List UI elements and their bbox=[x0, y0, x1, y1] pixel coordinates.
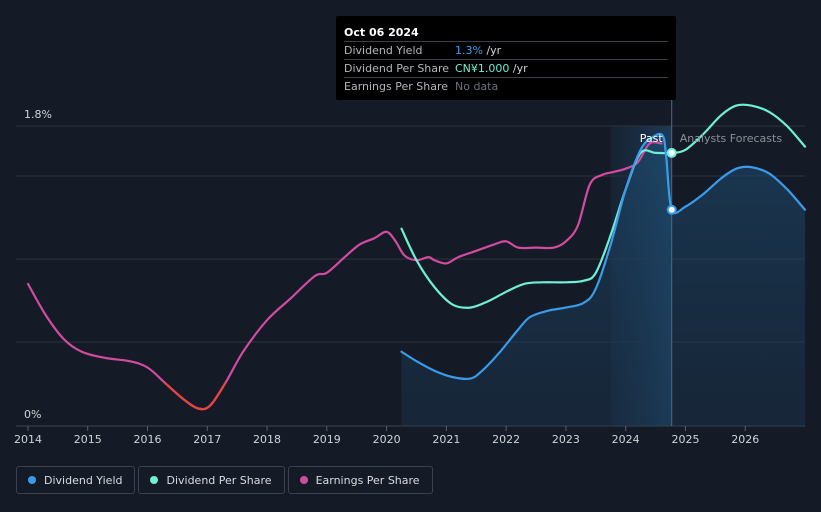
tooltip-row-dividend-yield: Dividend Yield 1.3% /yr bbox=[344, 41, 668, 59]
x-tick-label: 2014 bbox=[14, 433, 42, 446]
tooltip-row-dividend-per-share: Dividend Per Share CN¥1.000 /yr bbox=[344, 59, 668, 77]
dividend-per-share-line bbox=[400, 103, 807, 309]
x-tick-label: 2016 bbox=[134, 433, 162, 446]
x-tick-label: 2019 bbox=[313, 433, 341, 446]
tooltip-unit: /yr bbox=[509, 62, 528, 75]
legend-label: Dividend Per Share bbox=[166, 473, 272, 487]
x-tick-label: 2018 bbox=[253, 433, 281, 446]
legend: Dividend Yield Dividend Per Share Earnin… bbox=[16, 466, 433, 494]
tooltip-value: No data bbox=[455, 80, 499, 93]
dividend-yield-marker bbox=[666, 204, 677, 215]
dividend-per-share-marker bbox=[666, 147, 677, 158]
legend-item-dividend-yield[interactable]: Dividend Yield bbox=[16, 466, 136, 494]
dividend-yield-line bbox=[400, 132, 807, 381]
x-tick-label: 2023 bbox=[552, 433, 580, 446]
legend-item-dividend-per-share[interactable]: Dividend Per Share bbox=[138, 466, 285, 494]
tooltip-value: CN¥1.000 bbox=[455, 62, 510, 75]
legend-dot-icon bbox=[299, 476, 308, 484]
x-tick-label: 2025 bbox=[671, 433, 699, 446]
legend-dot-icon bbox=[150, 476, 159, 484]
tooltip-unit: /yr bbox=[482, 44, 502, 57]
legend-label: Earnings Per Share bbox=[315, 473, 420, 487]
x-tick-label: 2021 bbox=[432, 433, 460, 446]
legend-item-earnings-per-share[interactable]: Earnings Per Share bbox=[287, 466, 433, 494]
tooltip-date: Oct 06 2024 bbox=[344, 26, 419, 39]
x-tick-label: 2024 bbox=[612, 433, 640, 446]
tooltip-label: Earnings Per Share bbox=[344, 80, 449, 93]
past-label: Past bbox=[640, 132, 664, 145]
x-tick-label: 2017 bbox=[193, 433, 221, 446]
tooltip-row-earnings-per-share: Earnings Per Share No data bbox=[344, 77, 668, 95]
legend-label: Dividend Yield bbox=[44, 473, 123, 487]
y-axis-bottom-label: 0% bbox=[24, 408, 41, 421]
x-tick-label: 2022 bbox=[492, 433, 520, 446]
legend-dot-icon bbox=[28, 476, 36, 484]
dividend-yield-area bbox=[401, 133, 805, 426]
x-tick-label: 2020 bbox=[373, 433, 401, 446]
analysts-forecasts-label: Analysts Forecasts bbox=[680, 132, 783, 145]
tooltip: Oct 06 2024 Dividend Yield 1.3% /yr Divi… bbox=[336, 16, 676, 100]
tooltip-label: Dividend Per Share bbox=[344, 62, 450, 75]
x-tick-label: 2015 bbox=[74, 433, 102, 446]
earnings-per-share-decline-segment bbox=[164, 382, 227, 411]
y-axis-top-label: 1.8% bbox=[24, 108, 52, 121]
x-tick-label: 2026 bbox=[731, 433, 759, 446]
tooltip-value: 1.3% bbox=[455, 44, 483, 57]
tooltip-label: Dividend Yield bbox=[344, 44, 423, 57]
